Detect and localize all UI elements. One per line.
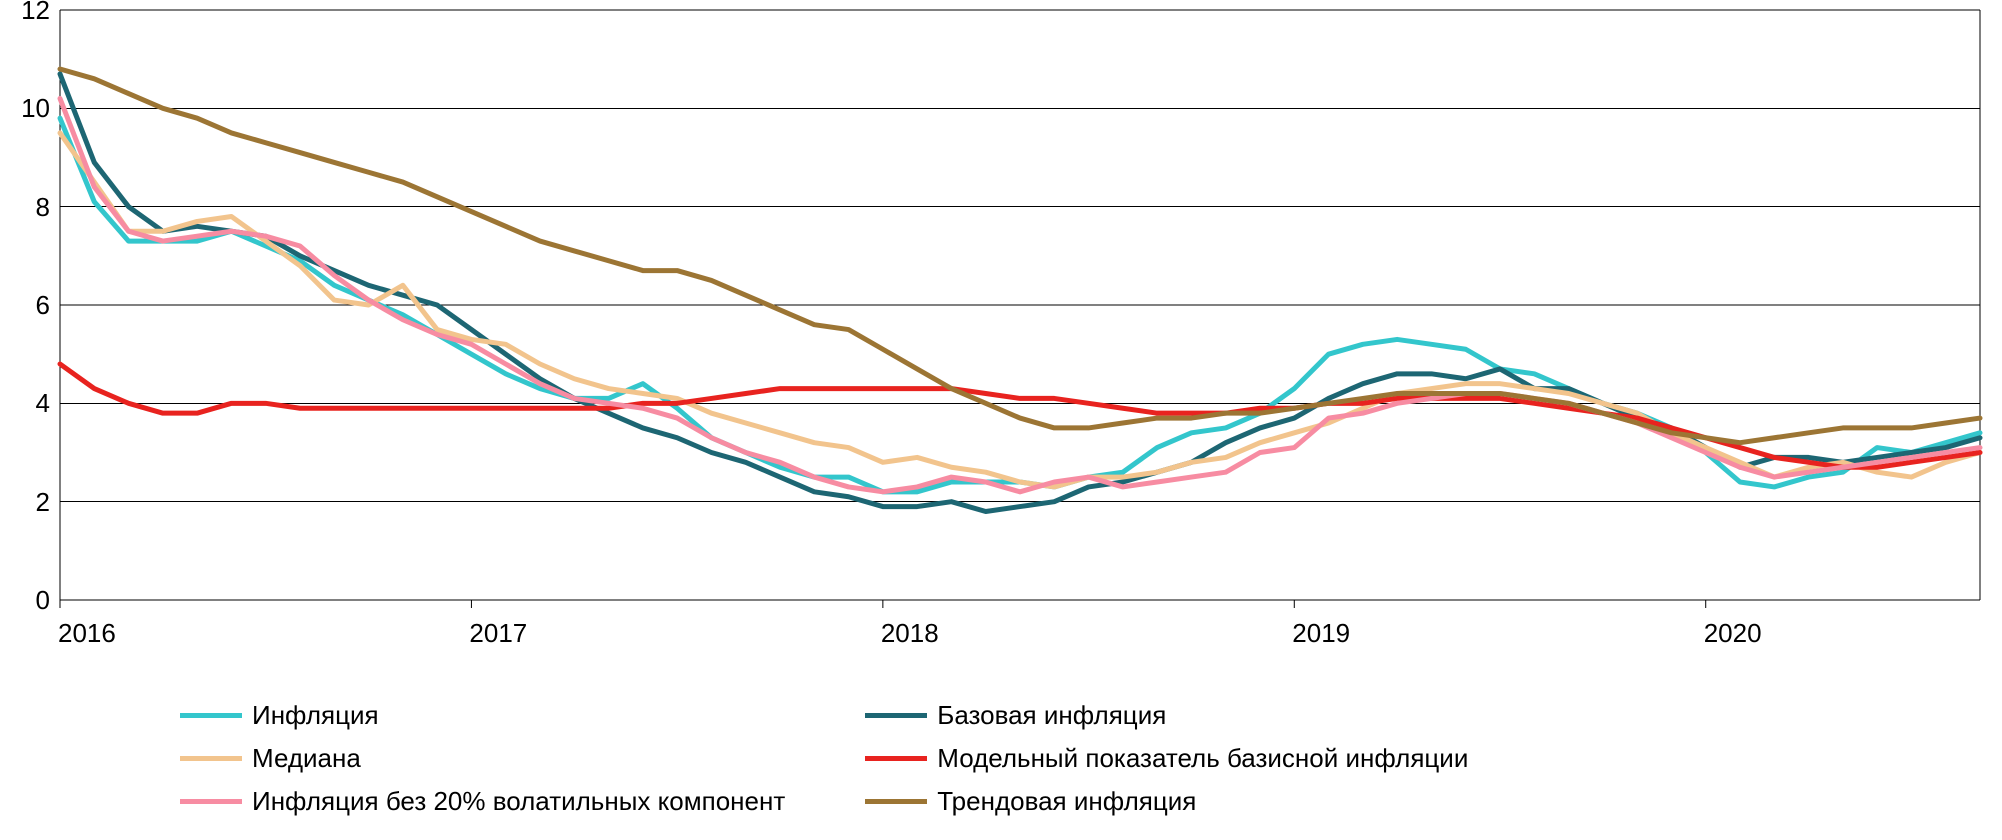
legend-label: Инфляция без 20% волатильных компонент: [252, 786, 785, 817]
y-tick-label: 4: [36, 388, 50, 419]
y-tick-label: 8: [36, 192, 50, 223]
legend-item-model_core: Модельный показатель базисной инфляции: [865, 743, 1470, 774]
inflation-chart: 0 2 4 6 8 10 12 2016 2017 2018 2019 2020 Инфляция Б…: [0, 0, 2002, 840]
legend-swatch: [865, 756, 927, 761]
legend-swatch: [865, 799, 927, 804]
legend-label: Медиана: [252, 743, 361, 774]
legend-swatch: [180, 713, 242, 718]
legend-label: Модельный показатель базисной инфляции: [937, 743, 1468, 774]
x-tick-label: 2019: [1292, 618, 1350, 649]
legend: Инфляция Базовая инфляция Медиана Модельный…: [180, 700, 1471, 817]
legend-item-ex20: Инфляция без 20% волатильных компонент: [180, 786, 785, 817]
legend-swatch: [180, 756, 242, 761]
y-tick-label: 2: [36, 487, 50, 518]
legend-label: Трендовая инфляция: [937, 786, 1196, 817]
y-tick-label: 6: [36, 290, 50, 321]
x-tick-label: 2018: [881, 618, 939, 649]
legend-label: Базовая инфляция: [937, 700, 1166, 731]
y-tick-label: 0: [36, 585, 50, 616]
x-tick-label: 2017: [469, 618, 527, 649]
legend-item-median: Медиана: [180, 743, 785, 774]
legend-swatch: [180, 799, 242, 804]
legend-swatch: [865, 713, 927, 718]
y-tick-label: 10: [21, 93, 50, 124]
x-tick-label: 2016: [58, 618, 116, 649]
plot-area: [60, 10, 1980, 600]
legend-item-core: Базовая инфляция: [865, 700, 1470, 731]
legend-label: Инфляция: [252, 700, 379, 731]
y-tick-label: 12: [21, 0, 50, 26]
legend-item-inflation: Инфляция: [180, 700, 785, 731]
legend-item-trend: Трендовая инфляция: [865, 786, 1470, 817]
series-trend: [60, 69, 1980, 443]
x-tick-label: 2020: [1704, 618, 1762, 649]
